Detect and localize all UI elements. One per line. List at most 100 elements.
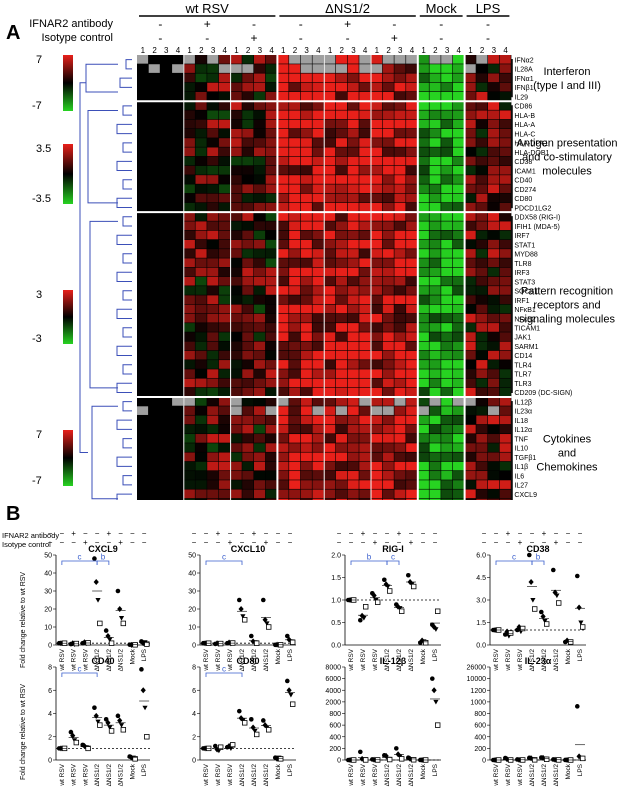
heatmap-cell — [488, 101, 500, 110]
data-point — [398, 756, 405, 762]
heatmap-gene-label: CD80 — [514, 196, 532, 203]
heatmap-donor-number: 2 — [152, 46, 157, 55]
heatmap-cell — [289, 332, 301, 341]
heatmap-cell — [394, 323, 406, 332]
heatmap-cell — [254, 184, 266, 194]
heatmap-gene-label: IFIH1 (MDA-5) — [514, 224, 560, 231]
heatmap-cell — [218, 406, 230, 415]
heatmap-cell — [452, 239, 464, 249]
heatmap-cell — [230, 156, 242, 166]
heatmap-cell — [230, 387, 242, 397]
isotype-sign: − — [530, 538, 535, 547]
x-tick-label: ΔNS1/2 — [94, 649, 101, 672]
heatmap-cell — [394, 276, 406, 286]
dendrogram-branch — [116, 493, 132, 500]
heatmap-cell — [195, 221, 207, 231]
heatmap-cell — [441, 313, 453, 323]
antibody-sign: − — [142, 529, 147, 538]
heatmap-cell — [359, 489, 371, 499]
heatmap-cell — [207, 110, 219, 120]
heatmap-cell — [195, 138, 207, 147]
heatmap-cell — [242, 249, 254, 258]
heatmap-cell — [371, 295, 383, 305]
data-point — [118, 616, 125, 621]
data-point — [237, 708, 242, 714]
heatmap-cell — [394, 165, 406, 175]
heatmap-cell — [488, 91, 500, 101]
heatmap-cell — [441, 82, 453, 92]
heatmap-gene-label: IL18 — [514, 418, 528, 425]
data-point — [556, 600, 562, 606]
heatmap-cell — [242, 461, 254, 471]
heatmap-cell — [359, 295, 371, 305]
heatmap-cell — [335, 406, 347, 415]
heatmap-cell — [371, 128, 383, 138]
y-tick-label: 600 — [474, 723, 486, 730]
heatmap-cell — [207, 480, 219, 489]
data-point — [229, 742, 236, 748]
heatmap-cell — [242, 498, 254, 500]
heatmap-cell — [265, 313, 277, 323]
heatmap-cell — [347, 156, 359, 166]
heatmap-cell — [230, 138, 242, 147]
heatmap-gene-label: HLA-C — [514, 131, 535, 138]
data-point — [544, 621, 550, 627]
heatmap-cell — [172, 64, 184, 73]
heatmap-cell — [499, 82, 511, 92]
heatmap-cell — [359, 276, 371, 286]
heatmap-cell — [183, 498, 195, 500]
isotype-sign: − — [361, 538, 366, 547]
heatmap-scale-max: 7 — [36, 429, 42, 441]
heatmap-cell — [359, 471, 371, 480]
heatmap-cell — [347, 230, 359, 240]
heatmap-cell — [277, 350, 289, 360]
heatmap-cell — [242, 489, 254, 499]
heatmap-cell — [207, 239, 219, 249]
heatmap-cell — [300, 406, 312, 415]
heatmap-cell — [195, 323, 207, 332]
heatmap-cell — [394, 64, 406, 73]
heatmap-cell — [277, 138, 289, 147]
heatmap-cell — [499, 239, 511, 249]
heatmap-cell — [406, 304, 418, 314]
antibody-sign: − — [228, 529, 233, 538]
data-point — [92, 556, 97, 561]
heatmap-cell — [488, 249, 500, 258]
heatmap-cell — [265, 119, 277, 129]
data-point — [250, 724, 256, 731]
heatmap-cell — [242, 360, 254, 369]
heatmap-cell — [300, 230, 312, 240]
heatmap-cell — [300, 323, 312, 332]
heatmap-cell — [499, 175, 511, 184]
heatmap-gene-label: IFNα1 — [514, 76, 533, 83]
heatmap-cell — [254, 147, 266, 157]
data-point — [139, 667, 144, 672]
heatmap-cell — [452, 369, 464, 378]
heatmap-cell — [254, 489, 266, 499]
heatmap-cell — [382, 480, 394, 489]
data-point — [265, 624, 272, 630]
heatmap-cell — [394, 471, 406, 480]
data-point — [540, 613, 546, 620]
heatmap-cell — [488, 332, 500, 341]
heatmap-cell — [254, 119, 266, 129]
heatmap-cell — [218, 295, 230, 305]
heatmap-cell — [382, 258, 394, 268]
data-point — [252, 728, 258, 734]
heatmap-cell — [312, 128, 324, 138]
heatmap-cell — [359, 424, 371, 434]
heatmap-cell — [254, 267, 266, 277]
heatmap-cell — [499, 387, 511, 397]
heatmap-antibody-sign: - — [299, 17, 303, 31]
heatmap-cell — [441, 221, 453, 231]
heatmap-cell — [312, 489, 324, 499]
heatmap-cell — [347, 461, 359, 471]
isotype-sign: − — [60, 538, 65, 547]
heatmap-cell — [183, 276, 195, 286]
data-point — [410, 583, 417, 590]
data-point — [552, 589, 558, 596]
heatmap-cell — [382, 360, 394, 369]
heatmap-cell — [218, 267, 230, 277]
heatmap-cell — [324, 184, 336, 194]
heatmap-cell — [335, 461, 347, 471]
